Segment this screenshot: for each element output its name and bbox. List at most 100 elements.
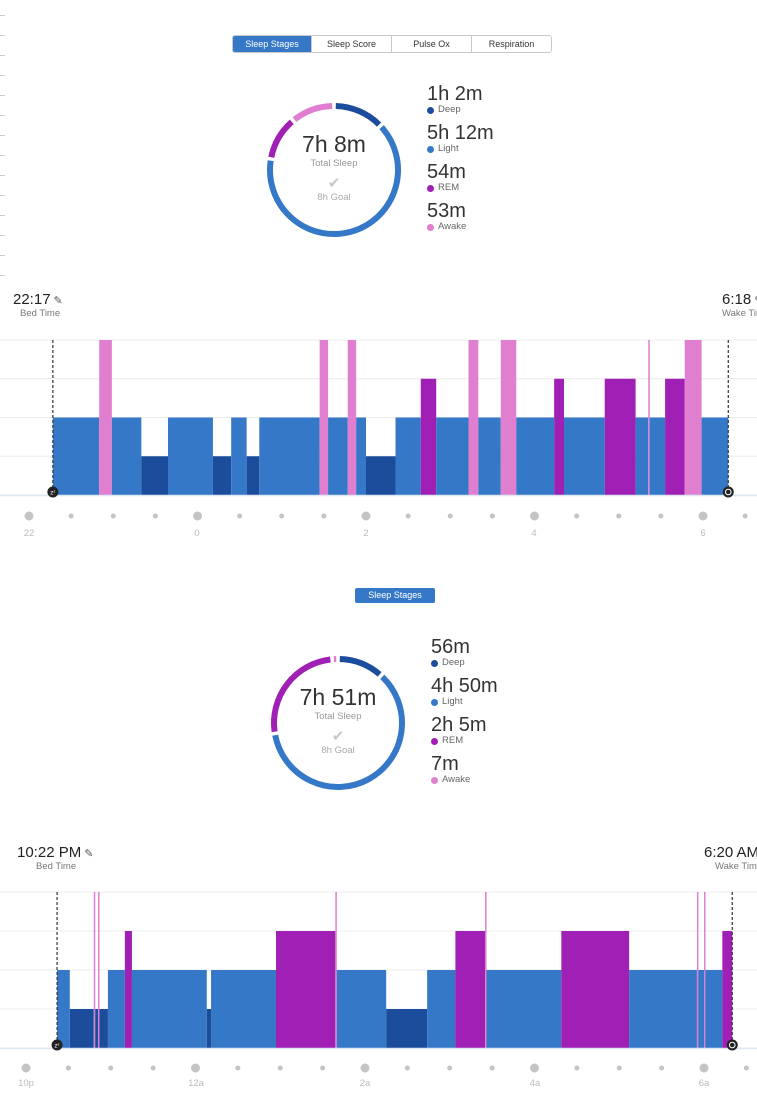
zzz-icon: zᶻ <box>50 490 55 497</box>
light-label: Light <box>438 143 459 154</box>
sleep-stage-timeline: zᶻ 22 0 2 4 6 <box>0 330 757 550</box>
axis-minor-dot <box>447 1065 453 1071</box>
axis-minor-dot <box>235 1065 241 1071</box>
rem-dot-icon <box>427 184 434 192</box>
stage-bar-awake <box>347 340 357 495</box>
stage-bar-light <box>336 970 387 1048</box>
axis-minor-dot <box>237 513 243 519</box>
stage-bar-awake <box>468 340 479 495</box>
axis-minor-dot <box>616 513 622 519</box>
legend-item-deep: 1h 2m Deep <box>427 84 494 116</box>
stage-bar-light <box>259 417 320 495</box>
wake-time-label: Wake Time <box>722 308 757 319</box>
stage-bar-rem <box>554 378 564 495</box>
goal-label: 8h Goal <box>317 192 351 203</box>
donut-segment-deep <box>339 656 382 677</box>
stage-bar-light <box>328 417 348 495</box>
stage-bar-deep <box>212 456 232 495</box>
sleep-start-icon <box>51 1039 63 1051</box>
axis-minor-dot <box>447 513 453 519</box>
awake-dot-icon <box>431 776 438 784</box>
bed-time-value: 10:22 PM <box>17 844 82 861</box>
bed-time-label: Bed Time <box>20 308 61 319</box>
pencil-edit-icon[interactable]: ✎ <box>754 294 757 307</box>
timeline-svg: zᶻ <box>0 891 757 1073</box>
awake-label: Awake <box>438 221 467 232</box>
stage-bar-rem <box>665 378 685 495</box>
legend-item-awake: 53m Awake <box>427 201 494 233</box>
axis-major-dot <box>191 1063 200 1073</box>
stage-bar-rem <box>276 931 336 1048</box>
axis-minor-dot <box>659 1065 665 1071</box>
stage-bar-rem <box>124 931 132 1048</box>
awake-duration: 53m <box>427 200 466 222</box>
total-sleep-label: Total Sleep <box>310 158 358 169</box>
stage-bar-deep <box>386 1009 428 1048</box>
tab-sleep-stages-2[interactable]: Sleep Stages <box>355 588 435 603</box>
total-sleep-label: Total Sleep <box>314 711 362 722</box>
stage-bar-light <box>698 970 704 1048</box>
pencil-edit-icon[interactable]: ✎ <box>53 295 63 307</box>
axis-minor-dot <box>743 1065 749 1071</box>
stage-bar-rem <box>604 378 636 495</box>
axis-minor-dot <box>489 1065 495 1071</box>
timeline-svg: zᶻ <box>0 339 757 521</box>
bed-time-block-2: 10:22 PM ✎ Bed Time <box>17 844 93 872</box>
rem-label: REM <box>442 735 464 746</box>
stage-bar-light <box>211 970 277 1048</box>
donut-segment-deep <box>335 103 382 127</box>
axis-tick-label: 2 <box>363 528 369 539</box>
legend-item-rem: 2h 5m REM <box>431 715 498 747</box>
deep-label: Deep <box>438 104 461 115</box>
stage-bar-light <box>649 417 666 495</box>
axis-major-dot <box>24 511 34 521</box>
stage-bar-light <box>516 417 555 495</box>
metric-tabs: Sleep Stages Sleep Score Pulse Ox Respir… <box>232 35 552 53</box>
goal-label: 8h Goal <box>321 745 355 756</box>
light-duration: 5h 12m <box>427 122 494 144</box>
axis-tick-label: 10p <box>18 1078 34 1089</box>
sleep-donut-chart-2: 7h 51m Total Sleep ✔ 8h Goal <box>269 654 407 792</box>
alarm-clock-icon <box>722 486 734 498</box>
stage-bar-awake <box>648 340 650 495</box>
axis-minor-dot <box>658 513 664 519</box>
axis-major-dot <box>361 511 371 521</box>
axis-minor-dot <box>68 513 74 519</box>
bed-time-label: Bed Time <box>36 861 77 872</box>
sleep-stage-timeline-2: zᶻ 10p 12a 2a 4a 6a <box>0 885 757 1095</box>
legend-item-awake: 7m Awake <box>431 754 498 786</box>
deep-dot-icon <box>431 659 438 667</box>
stage-bar-rem <box>722 931 733 1048</box>
stage-bar-light <box>705 970 723 1048</box>
axis-minor-dot <box>574 1065 580 1071</box>
legend-item-deep: 56m Deep <box>431 637 498 669</box>
axis-tick-label: 12a <box>188 1078 204 1089</box>
axis-tick-label: 22 <box>23 528 35 539</box>
checkmark-icon: ✔ <box>327 175 341 192</box>
sleep-donut-chart: 7h 8m Total Sleep ✔ 8h Goal <box>265 101 403 239</box>
axis-minor-dot <box>321 513 327 519</box>
stage-bar-light <box>563 417 605 495</box>
tab-sleep-stages[interactable]: Sleep Stages <box>233 36 311 52</box>
tab-pulse-ox[interactable]: Pulse Ox <box>391 36 471 52</box>
stage-legend: 1h 2m Deep 5h 12m Light 54m REM 53m Awak… <box>427 84 494 240</box>
stage-bar-awake <box>696 892 699 1048</box>
deep-duration: 56m <box>431 636 470 658</box>
tab-sleep-score[interactable]: Sleep Score <box>311 36 391 52</box>
legend-item-rem: 54m REM <box>427 162 494 194</box>
awake-label: Awake <box>442 774 471 785</box>
stage-bar-deep <box>366 456 396 495</box>
axis-minor-dot <box>108 1065 114 1071</box>
axis-minor-dot <box>574 513 580 519</box>
stage-bar-light <box>356 417 366 495</box>
pencil-edit-icon[interactable]: ✎ <box>84 848 94 860</box>
tab-respiration[interactable]: Respiration <box>471 36 551 52</box>
stage-bar-awake <box>500 340 517 495</box>
stage-bar-light <box>231 417 247 495</box>
stage-bar-light <box>57 970 70 1048</box>
stage-bar-awake <box>485 892 487 1048</box>
stage-bar-light <box>111 417 142 495</box>
stage-bar-light <box>395 417 421 495</box>
donut-segment-rem <box>268 119 294 158</box>
donut-segment-rem <box>271 656 331 733</box>
